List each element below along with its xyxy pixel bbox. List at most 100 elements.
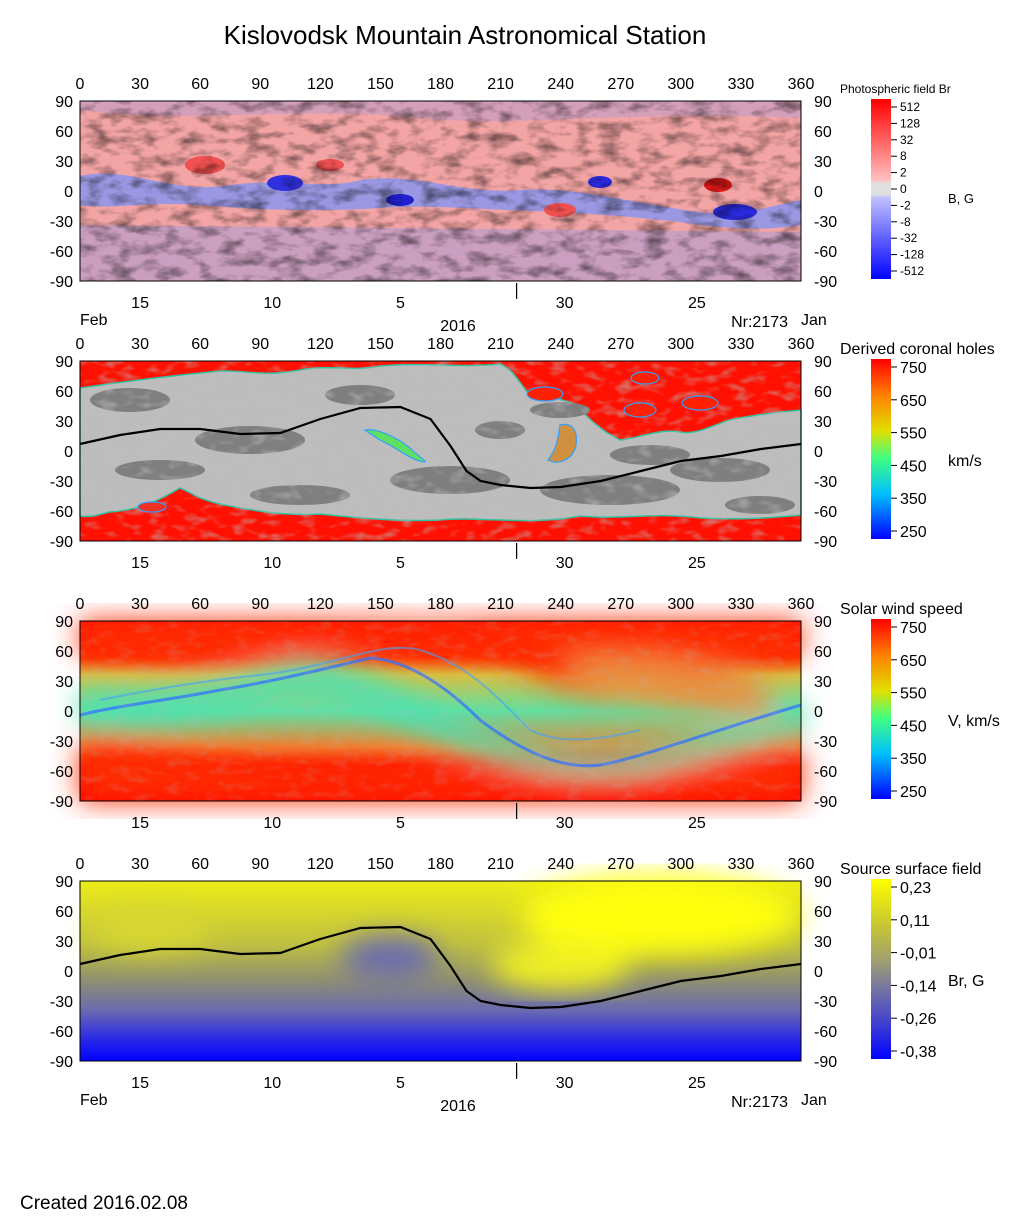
latitude-tick-label-left: 30 [55,154,73,171]
latitude-tick-label-right: -30 [814,474,837,491]
latitude-tick-label-right: -90 [814,794,837,811]
latitude-tick-label-right: 30 [814,154,832,171]
colorbar-tick-label: 250 [900,524,927,541]
latitude-tick-label-right: -60 [814,504,837,521]
longitude-tick-label: 60 [191,76,209,93]
latitude-tick-label-left: -30 [50,734,73,751]
longitude-tick-label: 120 [307,76,334,93]
longitude-tick-label: 210 [487,596,514,613]
colorbar-unit-label: V, km/s [948,713,1000,730]
colorbar-tick-label: -8 [900,215,911,229]
longitude-tick-label: 30 [131,596,149,613]
date-label: 5 [396,555,405,572]
date-label: 15 [131,815,149,832]
latitude-tick-label-right: 60 [814,384,832,401]
colorbar-tick-label: -2 [900,198,911,212]
colorbar-tick-label: 550 [900,426,927,443]
colorbar-tick-label: 128 [900,116,920,130]
neutral-line [79,405,802,490]
latitude-tick-label-right: 90 [814,874,832,891]
photospheric_field-colorbar: Photospheric field Br 512 128 32 8 2 0 -2 -8 -32 -… [840,82,974,279]
colorbar-unit-label: km/s [948,453,982,470]
source-surface-panel [79,875,802,1062]
longitude-tick-label: 360 [788,336,815,353]
longitude-tick-label: 330 [728,856,755,873]
longitude-tick-label: 240 [547,596,574,613]
colorbar-tick-label: -0,38 [900,1044,937,1061]
latitude-tick-label-right: 30 [814,934,832,951]
date-label: 25 [688,815,706,832]
colorbar-tick-label: 450 [900,718,927,735]
longitude-tick-label: 90 [251,596,269,613]
latitude-tick-label-left: 0 [64,704,73,721]
latitude-tick-label-right: -60 [814,764,837,781]
colorbars: Photospheric field Br 512 128 32 8 2 0 -2 -8 -32 -… [840,82,1000,1061]
longitude-tick-label: 0 [76,856,85,873]
longitude-tick-label: 300 [667,596,694,613]
colorbar-tick-label: 0,11 [900,913,930,930]
latitude-tick-label-left: -60 [50,764,73,781]
latitude-tick-label-left: -30 [50,214,73,231]
latitude-tick-label-left: 90 [55,354,73,371]
date-label: 5 [396,815,405,832]
colorbar-unit-label: Br, G [948,973,984,990]
photospheric-field-panel [79,100,802,282]
date-label: 15 [131,555,149,572]
date-label: 30 [556,295,574,312]
latitude-tick-label-right: 0 [814,184,823,201]
colorbar-tick-label: -0,26 [900,1011,937,1028]
colorbar-tick-label: 350 [900,751,927,768]
latitude-tick-label-left: -90 [50,274,73,291]
longitude-tick-label: 210 [487,336,514,353]
date-label: 15 [131,295,149,312]
latitude-tick-label-left: 90 [55,614,73,631]
latitude-tick-label-left: -30 [50,474,73,491]
plot-frame [79,620,802,802]
latitude-tick-label-left: -60 [50,244,73,261]
colorbar-title: Source surface field [840,861,981,878]
longitude-tick-label: 60 [191,856,209,873]
colorbar-tick-label: 2 [900,166,907,180]
month-label-left: Feb [80,312,108,329]
colorbar-title: Solar wind speed [840,601,963,618]
longitude-tick-label: 300 [667,856,694,873]
speed-texture [80,621,801,801]
year-label: 2016 [440,318,476,335]
field-texture [80,101,801,281]
latitude-tick-label-right: 90 [814,354,832,371]
latitude-tick-label-right: -30 [814,994,837,1011]
longitude-tick-label: 180 [427,76,454,93]
longitude-tick-label: 180 [427,856,454,873]
longitude-tick-label: 270 [607,856,634,873]
longitude-tick-label: 150 [367,596,394,613]
source-surface-lobes [90,875,800,990]
longitude-tick-label: 150 [367,336,394,353]
year-label: 2016 [440,1098,476,1115]
latitude-tick-label-left: -90 [50,794,73,811]
date-label: 30 [556,815,574,832]
colorbar-gradient [871,99,891,279]
latitude-tick-label-left: 90 [55,874,73,891]
coronal-holes-panel [79,360,802,542]
colorbar-gradient [871,359,891,539]
open-field-patches [137,371,719,513]
longitude-tick-label: 330 [728,76,755,93]
source_surface_field-colorbar: Source surface field 0,23 0,11 -0,01 -0,14 -0… [840,861,984,1061]
latitude-tick-label-right: 30 [814,414,832,431]
latitude-tick-label-left: 60 [55,904,73,921]
solar_wind_speed-colorbar: Solar wind speed 750 650 550 450 350 250 V, km/… [840,601,1000,801]
colorbar-unit-label: B, G [948,191,974,206]
latitude-tick-label-right: -30 [814,214,837,231]
longitude-tick-label: 30 [131,76,149,93]
latitude-tick-label-left: -60 [50,1024,73,1041]
date-label: 25 [688,1075,706,1092]
date-label: 15 [131,1075,149,1092]
month-label-right: Jan [801,1092,827,1109]
colorbar-gradient [871,879,891,1059]
rotation-label: Nr:2173 [731,1094,788,1111]
